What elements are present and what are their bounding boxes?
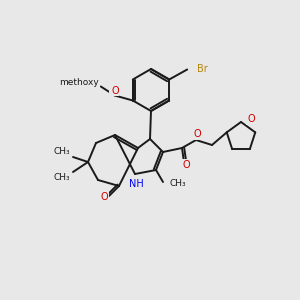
Text: CH₃: CH₃ [53,148,70,157]
Text: O: O [193,129,201,139]
Text: methoxy: methoxy [59,78,99,87]
Text: O: O [182,160,190,170]
Text: O: O [100,192,108,202]
Text: O: O [111,85,118,95]
Text: methoxy: methoxy [58,77,98,86]
Text: Br: Br [197,64,208,74]
Text: O: O [110,85,118,95]
Text: O: O [247,114,255,124]
Text: CH₃: CH₃ [170,179,187,188]
Text: CH₃: CH₃ [53,172,70,182]
Text: NH: NH [129,179,143,189]
